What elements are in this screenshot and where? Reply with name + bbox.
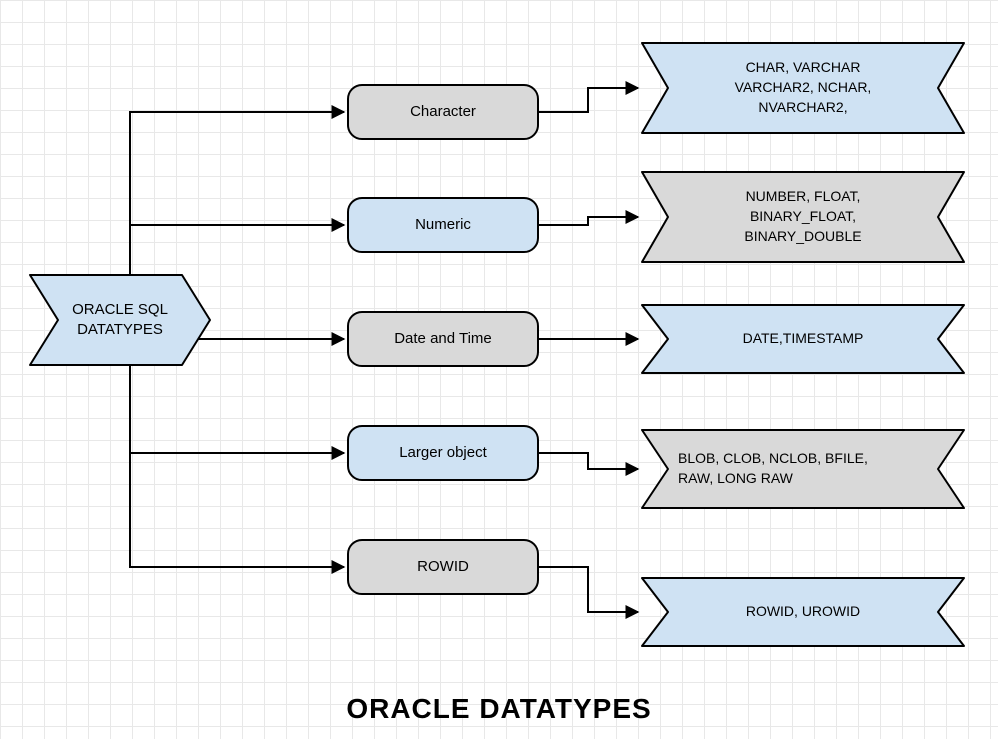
diagram-title: ORACLE DATATYPES — [0, 693, 998, 725]
edge-cat-det-0 — [538, 88, 638, 112]
edge-root-cat-3 — [130, 365, 344, 453]
edge-cat-det-4 — [538, 567, 638, 612]
detail-4-label: ROWID, UROWID — [746, 603, 860, 619]
edge-cat-det-1 — [538, 217, 638, 225]
category-2-label: Date and Time — [394, 330, 492, 347]
category-4-label: ROWID — [417, 558, 469, 575]
nodes: ORACLE SQLDATATYPESCharacterCHAR, VARCHA… — [30, 43, 964, 646]
category-0-label: Character — [410, 103, 476, 120]
edge-root-cat-0 — [130, 112, 344, 275]
category-3-label: Larger object — [399, 444, 487, 461]
detail-2-label: DATE,TIMESTAMP — [743, 330, 864, 346]
edge-cat-det-3 — [538, 453, 638, 469]
edges-categories-to-details — [538, 88, 638, 612]
detail-1-label: NUMBER, FLOAT,BINARY_FLOAT,BINARY_DOUBLE — [744, 188, 861, 244]
flow-diagram: ORACLE SQLDATATYPESCharacterCHAR, VARCHA… — [0, 0, 998, 739]
edge-root-cat-1 — [130, 225, 344, 275]
edge-root-cat-4 — [130, 365, 344, 567]
category-1-label: Numeric — [415, 216, 471, 233]
